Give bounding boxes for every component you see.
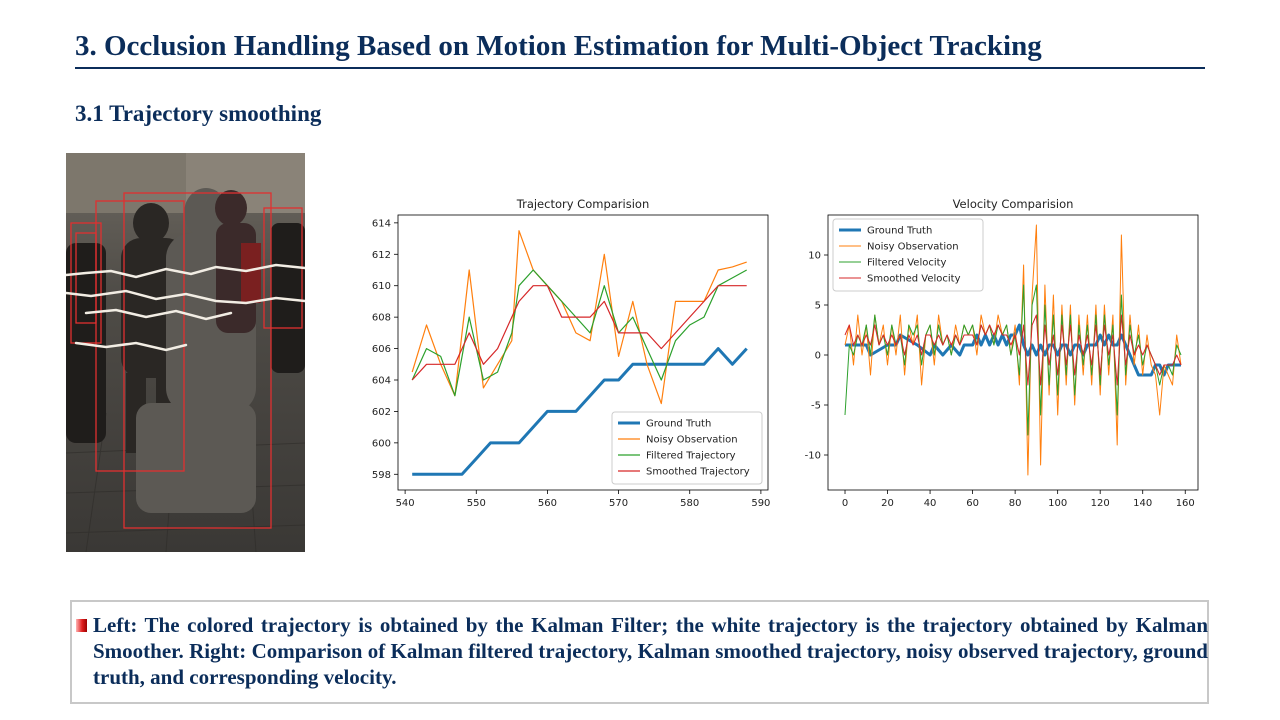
y-tick-label: 600 <box>372 438 391 449</box>
legend-label: Smoothed Velocity <box>867 274 961 285</box>
chart-title: Velocity Comparision <box>953 197 1074 211</box>
legend-box <box>832 218 984 292</box>
series-line-ground-truth <box>845 323 1181 377</box>
slide-title: 3. Occlusion Handling Based on Motion Es… <box>75 30 1205 69</box>
x-tick-label: 20 <box>881 498 894 509</box>
x-tick-label: 550 <box>467 498 486 509</box>
trajectory-comparison-chart: Trajectory Comparision 540 550 560 570 580 590… <box>372 197 770 509</box>
x-tick-label: 590 <box>751 498 770 509</box>
legend-label: Filtered Trajectory <box>646 451 736 462</box>
legend-label: Noisy Observation <box>646 435 738 446</box>
x-tick-label: 100 <box>1048 498 1067 509</box>
x-tick-label: 40 <box>924 498 937 509</box>
chart-title: Trajectory Comparision <box>516 197 650 211</box>
caption-box: Left: The colored trajectory is obtained… <box>70 600 1209 704</box>
y-tick-label: -5 <box>811 401 821 412</box>
x-tick-label: 560 <box>538 498 557 509</box>
y-tick-label: 612 <box>372 250 391 261</box>
x-tick-label: 0 <box>842 498 848 509</box>
legend-label: Noisy Observation <box>867 242 959 253</box>
tracking-frame-image <box>66 153 305 552</box>
x-tick-label: 160 <box>1176 498 1195 509</box>
plot-area <box>844 224 1182 476</box>
series-line-noisy-observation <box>411 230 747 405</box>
y-tick-label: 608 <box>372 313 391 324</box>
series-line-smoothed-trajectory <box>411 285 747 381</box>
y-tick-label: 10 <box>808 251 821 262</box>
x-tick-label: 120 <box>1091 498 1110 509</box>
legend-label: Ground Truth <box>646 419 711 430</box>
y-tick-label: 614 <box>372 218 391 229</box>
legend-label: Filtered Velocity <box>867 258 947 269</box>
plot-frame <box>827 214 1199 491</box>
x-tick-label: 580 <box>680 498 699 509</box>
x-tick-label: 60 <box>966 498 979 509</box>
y-tick-label: 602 <box>372 407 391 418</box>
y-tick-label: 598 <box>372 470 391 481</box>
x-tick-label: 540 <box>396 498 415 509</box>
x-tick-label: 140 <box>1133 498 1152 509</box>
series-line-smoothed-velocity <box>844 314 1182 386</box>
plot-area <box>411 230 748 476</box>
x-tick-label: 570 <box>609 498 628 509</box>
plot-frame <box>397 214 769 491</box>
y-tick-label: 0 <box>815 351 821 362</box>
legend-label: Ground Truth <box>867 226 932 237</box>
x-tick-label: 80 <box>1009 498 1022 509</box>
caption-text: Left: The colored trajectory is obtained… <box>93 613 1208 689</box>
legend-label: Smoothed Trajectory <box>646 467 750 478</box>
legend-box <box>611 411 763 485</box>
y-tick-label: -10 <box>805 451 821 462</box>
y-tick-label: 606 <box>372 344 391 355</box>
bullet-icon <box>76 619 87 632</box>
y-tick-label: 610 <box>372 281 391 292</box>
y-tick-label: 604 <box>372 376 391 387</box>
series-line-ground-truth <box>412 347 748 476</box>
section-subtitle: 3.1 Trajectory smoothing <box>75 101 322 126</box>
y-tick-label: 5 <box>815 301 821 312</box>
